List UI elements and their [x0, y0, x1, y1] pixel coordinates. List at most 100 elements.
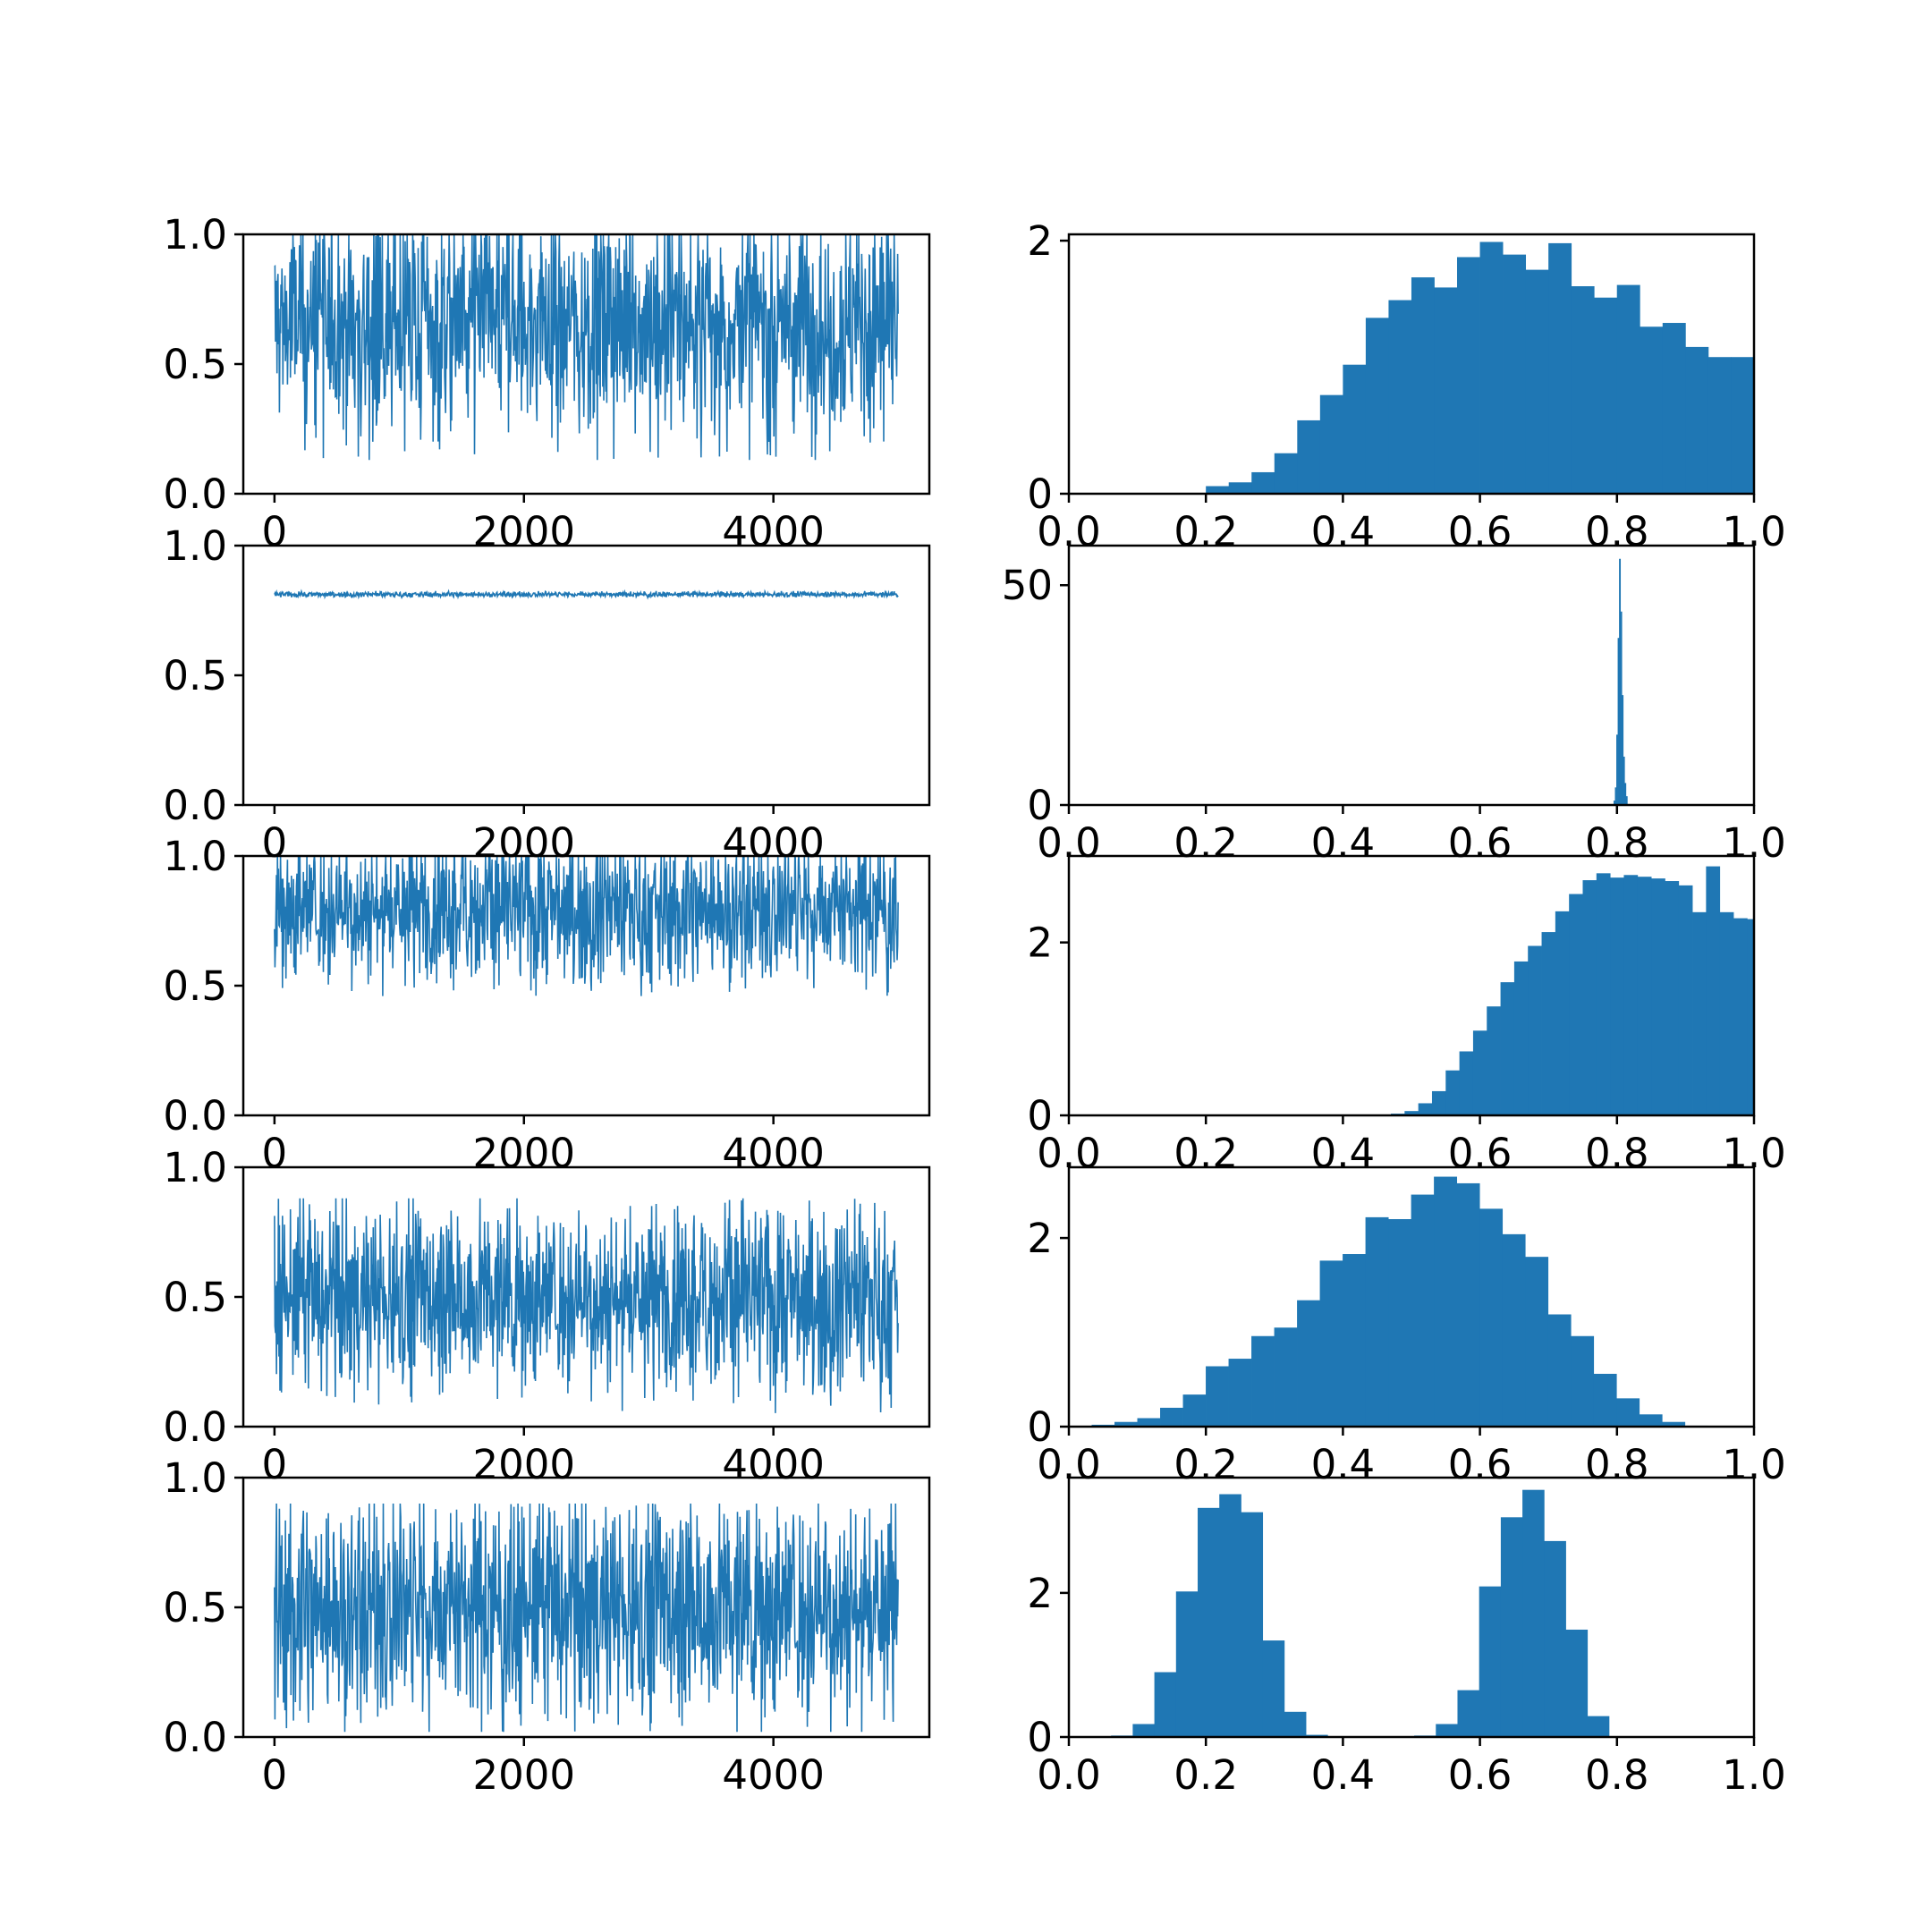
hist-2-ytick-label: 50: [1002, 562, 1053, 609]
trace-2-xtick-label: 2000: [473, 819, 576, 867]
hist-4-xtick-label: 0.6: [1448, 1441, 1513, 1488]
hist-4-ytick-label: 0: [1027, 1403, 1053, 1451]
hist-4-bar: [1434, 1176, 1458, 1427]
hist-4-bar: [1411, 1194, 1435, 1427]
trace-3-xtick-label: 0: [262, 1130, 288, 1177]
hist-2-bar: [1616, 734, 1618, 805]
trace-5-ytick-label: 0.5: [163, 1584, 227, 1631]
hist-2-xtick-label: 0.4: [1311, 819, 1376, 867]
hist-2-frame: [1067, 544, 1756, 807]
hist-1-xtick-label: 0.8: [1585, 508, 1649, 555]
trace-5-ytick-label: 0.0: [163, 1714, 227, 1761]
hist-5-bar: [1219, 1494, 1241, 1737]
trace-4-panel: 0 2000 4000 0.0 0.5 1.0: [163, 1144, 931, 1488]
trace-5-xtick-label: 2000: [473, 1751, 576, 1799]
trace-2-panel: 0 2000 4000 0.0 0.5 1.0: [163, 522, 931, 867]
hist-3-bar: [1678, 885, 1693, 1115]
hist-2-bar: [1624, 783, 1627, 805]
hist-4-bar: [1365, 1216, 1389, 1427]
trace-3-ytick-label: 0.5: [163, 962, 227, 1010]
hist-1-bar: [1525, 269, 1549, 494]
hist-1-bar: [1457, 257, 1480, 494]
hist-3-bar: [1487, 1006, 1501, 1115]
hist-1-bar: [1297, 419, 1321, 494]
hist-2-ytick-label: 0: [1027, 782, 1053, 829]
hist-4-bar: [1114, 1421, 1138, 1427]
trace-3-plot-area: [274, 856, 899, 996]
hist-3-bar: [1596, 873, 1611, 1115]
hist-4-xtick-label: 0.8: [1585, 1441, 1649, 1488]
hist-4-bar: [1479, 1208, 1504, 1427]
trace-2-ytick-label: 1.0: [163, 522, 227, 570]
hist-1-bar: [1319, 394, 1343, 494]
hist-5-panel: 0.0 0.2 0.4 0.6 0.8 1.0 0 2: [1027, 1476, 1786, 1799]
hist-5-bar: [1284, 1711, 1307, 1737]
hist-4-bar: [1206, 1366, 1229, 1427]
hist-5-bar: [1132, 1724, 1155, 1737]
hist-3-bar: [1569, 894, 1583, 1115]
hist-1-bar: [1251, 471, 1275, 494]
trace-3-series-line: [274, 856, 899, 996]
trace-1-xtick-label: 0: [262, 508, 288, 555]
hist-3-bar: [1692, 911, 1707, 1115]
hist-4-bar: [1228, 1359, 1252, 1427]
hist-1-bar: [1640, 326, 1664, 494]
hist-3-bar: [1528, 945, 1542, 1115]
hist-5-ytick-label: 2: [1027, 1570, 1053, 1617]
hist-3-bar: [1418, 1103, 1433, 1115]
hist-3-bar: [1719, 911, 1734, 1115]
hist-1-bar: [1388, 300, 1412, 494]
hist-4-xtick-label: 0.2: [1174, 1441, 1238, 1488]
trace-2-xtick-label: 4000: [722, 819, 825, 867]
hist-3-bar: [1555, 911, 1570, 1115]
hist-5-bar: [1457, 1690, 1480, 1737]
hist-3-bar: [1706, 866, 1721, 1115]
hist-1-xtick-label: 0.4: [1311, 508, 1376, 555]
hist-4-bar: [1639, 1414, 1663, 1427]
hist-1-bar: [1685, 346, 1709, 494]
trace-4-xtick-label: 4000: [722, 1441, 825, 1488]
hist-5-frame: [1067, 1476, 1756, 1739]
hist-2-plot-area: [1613, 558, 1628, 805]
hist-4-bar: [1616, 1398, 1640, 1427]
hist-3-bar: [1623, 875, 1639, 1115]
hist-4-bar: [1571, 1335, 1595, 1427]
trace-4-series-line: [274, 1198, 899, 1413]
hist-3-ytick-label: 0: [1027, 1092, 1053, 1140]
trace-1-ytick-label: 0.5: [163, 341, 227, 388]
trace-5-xtick-label: 4000: [722, 1751, 825, 1799]
hist-4-bar: [1137, 1418, 1161, 1427]
hist-4-bar: [1547, 1314, 1572, 1427]
trace-3-ytick-label: 1.0: [163, 833, 227, 880]
hist-5-xtick-label: 1.0: [1722, 1751, 1786, 1799]
hist-3-bar: [1733, 918, 1748, 1115]
hist-1-bar: [1479, 242, 1504, 494]
hist-1-bar: [1503, 254, 1527, 494]
hist-1-bar: [1662, 323, 1686, 494]
hist-2-bar: [1625, 796, 1628, 805]
hist-2-xtick-label: 0.2: [1174, 819, 1238, 867]
trace-1-xtick-label: 2000: [473, 508, 576, 555]
hist-1-bar: [1707, 357, 1732, 494]
hist-4-bar: [1319, 1260, 1343, 1427]
hist-1-bar: [1731, 357, 1754, 494]
trace-3-xtick-label: 2000: [473, 1130, 576, 1177]
hist-4-xtick-label: 0.4: [1311, 1441, 1376, 1488]
hist-4-bar: [1343, 1254, 1366, 1427]
hist-3-bar: [1610, 877, 1624, 1115]
trace-4-plot-area: [274, 1198, 899, 1413]
trace-3-panel: 0 2000 4000 0.0 0.5 1.0: [163, 833, 931, 1177]
trace-4-ytick-label: 0.0: [163, 1403, 227, 1451]
hist-1-bar: [1411, 277, 1435, 494]
hist-3-bar: [1665, 881, 1680, 1115]
hist-5-bar: [1175, 1591, 1199, 1737]
hist-2-bar: [1622, 695, 1624, 805]
trace-5-frame: [242, 1476, 931, 1739]
hist-4-plot-area: [1091, 1176, 1708, 1427]
hist-4-bar: [1662, 1421, 1686, 1427]
hist-1-bar: [1434, 287, 1458, 494]
hist-2-bar: [1620, 611, 1623, 805]
